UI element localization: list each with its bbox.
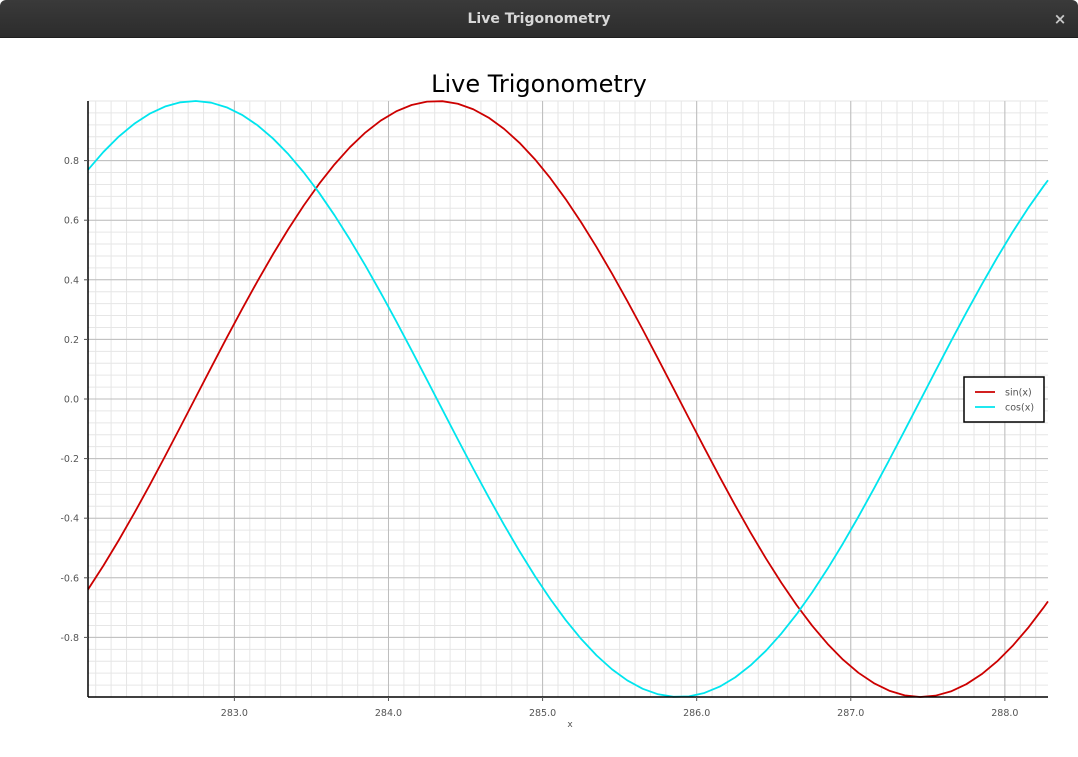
title-bar[interactable]: Live Trigonometry ×	[0, 0, 1078, 38]
x-tick-label: 288.0	[991, 708, 1018, 719]
series-layer	[87, 100, 1049, 698]
legend-label: cos(x)	[1005, 403, 1034, 414]
chart: Live Trigonometry 283.0 284.0 285.0 286.0 28…	[60, 70, 1049, 730]
y-tick-label: 0.6	[64, 216, 79, 227]
legend-label: sin(x)	[1005, 388, 1032, 399]
y-tick-label: -0.8	[60, 633, 79, 644]
tick-labels: 283.0 284.0 285.0 286.0 287.0 288.0 0.8 0.6 0.4 0…	[60, 156, 1018, 719]
x-tick-label: 283.0	[221, 708, 248, 719]
y-tick-label: 0.2	[64, 335, 79, 346]
x-axis-label: x	[567, 720, 573, 730]
y-tick-label: -0.4	[60, 514, 79, 525]
series-line-cos	[87, 100, 1049, 698]
y-tick-label: 0.0	[64, 395, 79, 406]
window-title: Live Trigonometry	[467, 11, 611, 27]
x-tick-label: 284.0	[375, 708, 402, 719]
y-tick-label: -0.6	[60, 573, 79, 584]
y-tick-label: 0.8	[64, 156, 79, 167]
x-tick-label: 287.0	[837, 708, 864, 719]
chart-title: Live Trigonometry	[431, 70, 647, 98]
x-tick-label: 286.0	[683, 708, 710, 719]
x-tick-label: 285.0	[529, 708, 556, 719]
series-line-sin	[87, 100, 1049, 698]
y-tick-label: -0.2	[60, 454, 79, 465]
legend: sin(x) cos(x)	[963, 376, 1045, 423]
legend-box	[963, 376, 1045, 423]
close-icon[interactable]: ×	[1053, 10, 1067, 28]
y-tick-label: 0.4	[64, 275, 79, 286]
major-grid	[88, 101, 1048, 697]
